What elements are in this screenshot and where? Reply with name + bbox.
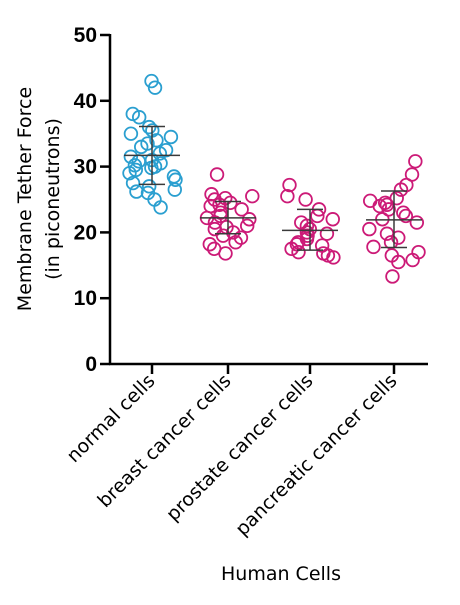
error-bars bbox=[124, 125, 422, 251]
data-point bbox=[393, 182, 409, 197]
data-point bbox=[125, 175, 141, 191]
data-point bbox=[142, 179, 157, 194]
data-point bbox=[234, 202, 249, 217]
y-axis-title-line-2: (in piconeutrons) bbox=[42, 118, 64, 280]
data-point bbox=[319, 226, 335, 241]
data-point bbox=[409, 215, 425, 230]
data-point bbox=[168, 172, 183, 187]
data-point bbox=[362, 221, 377, 237]
data-point bbox=[131, 110, 147, 125]
x-tick-label: pancreatic cancer cells bbox=[231, 370, 401, 540]
data-point bbox=[129, 184, 144, 199]
data-point bbox=[212, 197, 227, 212]
x-axis-title: Human Cells bbox=[221, 563, 341, 585]
y-axis-title-line-1: Membrane Tether Force bbox=[14, 87, 36, 311]
data-point bbox=[398, 208, 414, 224]
data-point bbox=[366, 239, 381, 255]
data-point bbox=[408, 154, 423, 169]
data-point bbox=[245, 189, 260, 204]
data-point bbox=[223, 195, 238, 210]
data-point bbox=[147, 80, 163, 95]
data-point bbox=[202, 237, 218, 252]
data-point bbox=[153, 200, 168, 215]
data-point bbox=[240, 218, 255, 234]
data-point bbox=[284, 241, 299, 257]
y-axis-ticks: 0 10 20 30 40 50 bbox=[74, 24, 110, 376]
data-point bbox=[326, 250, 341, 265]
x-tick-label: breast cancer cells bbox=[93, 370, 235, 512]
data-point bbox=[122, 165, 137, 181]
data-point bbox=[391, 254, 406, 270]
data-point bbox=[325, 212, 340, 227]
y-tick-label: 50 bbox=[74, 24, 97, 47]
data-points bbox=[122, 73, 426, 284]
data-point bbox=[167, 182, 182, 197]
y-tick-label: 40 bbox=[74, 90, 97, 113]
data-point bbox=[123, 149, 139, 164]
data-point bbox=[381, 202, 396, 217]
data-point bbox=[385, 269, 400, 284]
data-point bbox=[391, 230, 406, 245]
y-tick-label: 10 bbox=[74, 287, 97, 310]
data-point bbox=[149, 133, 164, 148]
data-point bbox=[218, 246, 233, 261]
data-point bbox=[134, 139, 149, 155]
data-point bbox=[282, 177, 297, 193]
data-point bbox=[372, 198, 387, 214]
data-point bbox=[215, 228, 231, 243]
data-point bbox=[396, 205, 411, 220]
data-point bbox=[209, 167, 225, 182]
data-point bbox=[405, 252, 420, 268]
data-point bbox=[298, 192, 313, 207]
data-point bbox=[280, 189, 295, 204]
data-point bbox=[291, 244, 306, 260]
y-tick-label: 0 bbox=[85, 353, 97, 376]
x-tick-label: prostate cancer cells bbox=[162, 370, 318, 526]
y-tick-label: 30 bbox=[74, 156, 97, 179]
data-point bbox=[228, 235, 243, 250]
y-axis-title: Membrane Tether Force (in piconeutrons) bbox=[14, 87, 64, 311]
y-tick-label: 20 bbox=[74, 221, 97, 244]
data-point bbox=[123, 126, 139, 141]
data-point bbox=[363, 193, 378, 209]
data-point bbox=[242, 212, 257, 227]
data-point bbox=[163, 129, 179, 145]
